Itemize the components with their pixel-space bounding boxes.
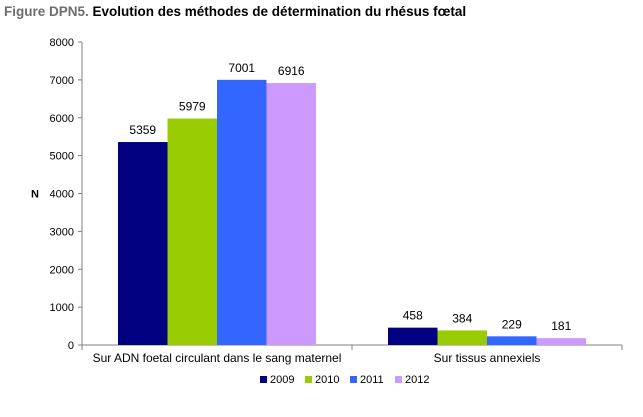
bar-value-label: 6916 bbox=[278, 64, 305, 78]
bar-value-label: 384 bbox=[452, 311, 472, 325]
bar-value-label: 7001 bbox=[228, 61, 255, 75]
bar-value-label: 181 bbox=[551, 319, 571, 333]
legend-swatch-2011 bbox=[350, 376, 357, 383]
y-tick-label: 0 bbox=[68, 340, 74, 352]
bar-value-label: 229 bbox=[502, 317, 522, 331]
y-tick-label: 8000 bbox=[50, 37, 74, 49]
x-category-label: Sur tissus annexiels bbox=[434, 351, 541, 365]
x-category-label: Sur ADN foetal circulant dans le sang ma… bbox=[93, 351, 342, 365]
bar-2009 bbox=[118, 142, 168, 345]
legend-label: 2010 bbox=[315, 374, 339, 386]
y-tick-label: 5000 bbox=[50, 151, 74, 163]
y-tick-label: 1000 bbox=[50, 302, 74, 314]
bar-2012 bbox=[266, 83, 316, 345]
bar-2010 bbox=[437, 330, 487, 345]
y-tick-label: 2000 bbox=[50, 264, 74, 276]
bar-value-label: 458 bbox=[403, 309, 423, 323]
legend-swatch-2010 bbox=[305, 376, 312, 383]
bar-value-label: 5359 bbox=[129, 123, 156, 137]
y-tick-label: 7000 bbox=[50, 75, 74, 87]
y-tick-label: 3000 bbox=[50, 226, 74, 238]
bar-2012 bbox=[536, 338, 586, 345]
legend-label: 2012 bbox=[405, 374, 429, 386]
legend-label: 2011 bbox=[360, 374, 384, 386]
y-axis-label: N bbox=[31, 189, 39, 201]
figure-number: Figure DPN5. bbox=[4, 4, 89, 19]
legend-swatch-2009 bbox=[260, 376, 267, 383]
bar-2009 bbox=[388, 327, 438, 345]
bar-2010 bbox=[167, 118, 217, 345]
bar-value-label: 5979 bbox=[179, 100, 206, 114]
y-tick-label: 6000 bbox=[50, 113, 74, 125]
figure-title-text: Evolution des méthodes de détermination … bbox=[92, 4, 467, 19]
figure-title: Figure DPN5. Evolution des méthodes de d… bbox=[4, 4, 466, 19]
y-tick-label: 4000 bbox=[50, 189, 74, 201]
legend-label: 2009 bbox=[270, 374, 294, 386]
bar-2011 bbox=[487, 336, 537, 345]
legend-swatch-2012 bbox=[395, 376, 402, 383]
bar-2011 bbox=[217, 79, 267, 345]
